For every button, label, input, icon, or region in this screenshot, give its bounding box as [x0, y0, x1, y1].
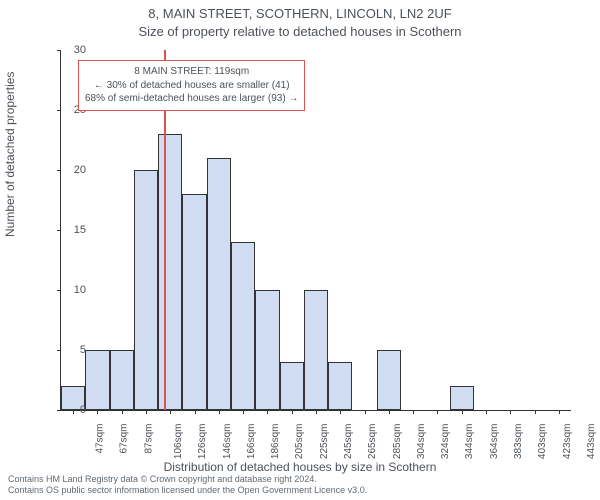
y-tick-label: 30 [74, 44, 86, 56]
y-tick-mark [57, 230, 61, 231]
x-tick-label: 47sqm [95, 424, 106, 454]
histogram-bar [158, 134, 182, 410]
x-tick-label: 126sqm [197, 424, 208, 460]
annotation-box: 8 MAIN STREET: 119sqm← 30% of detached h… [78, 60, 305, 111]
x-tick-mark [559, 410, 560, 414]
x-tick-label: 67sqm [119, 424, 130, 454]
x-tick-label: 245sqm [343, 424, 354, 460]
histogram-bar [377, 350, 401, 410]
x-tick-mark [122, 410, 123, 414]
y-tick-mark [57, 110, 61, 111]
histogram-bar [182, 194, 206, 410]
x-axis-label: Distribution of detached houses by size … [0, 460, 600, 474]
x-tick-label: 383sqm [513, 424, 524, 460]
x-tick-label: 285sqm [392, 424, 403, 460]
x-tick-label: 225sqm [319, 424, 330, 460]
x-tick-label: 186sqm [270, 424, 281, 460]
x-tick-mark [267, 410, 268, 414]
x-tick-mark [510, 410, 511, 414]
y-tick-label: 0 [80, 404, 86, 416]
histogram-bar [110, 350, 134, 410]
x-tick-mark [340, 410, 341, 414]
y-tick-label: 10 [74, 284, 86, 296]
x-tick-mark [292, 410, 293, 414]
x-tick-label: 146sqm [222, 424, 233, 460]
x-tick-label: 364sqm [489, 424, 500, 460]
x-tick-label: 304sqm [416, 424, 427, 460]
y-tick-label: 5 [80, 344, 86, 356]
y-tick-mark [57, 410, 61, 411]
y-tick-mark [57, 290, 61, 291]
histogram-bar [207, 158, 231, 410]
annotation-line: ← 30% of detached houses are smaller (41… [85, 79, 298, 93]
x-tick-label: 344sqm [465, 424, 476, 460]
x-tick-mark [219, 410, 220, 414]
chart-container: 8, MAIN STREET, SCOTHERN, LINCOLN, LN2 2… [0, 0, 600, 500]
y-tick-mark [57, 170, 61, 171]
x-tick-mark [170, 410, 171, 414]
x-tick-mark [389, 410, 390, 414]
x-tick-label: 265sqm [367, 424, 378, 460]
y-tick-label: 15 [74, 224, 86, 236]
x-tick-mark [195, 410, 196, 414]
histogram-bar [280, 362, 304, 410]
footer-attribution: Contains HM Land Registry data © Crown c… [8, 474, 367, 497]
footer-line-1: Contains HM Land Registry data © Crown c… [8, 474, 367, 485]
chart-title-sub: Size of property relative to detached ho… [0, 24, 600, 39]
histogram-bar [231, 242, 255, 410]
annotation-line: 8 MAIN STREET: 119sqm [85, 65, 298, 79]
histogram-bar [450, 386, 474, 410]
x-tick-mark [365, 410, 366, 414]
histogram-bar [134, 170, 158, 410]
y-tick-label: 20 [74, 164, 86, 176]
histogram-bar [255, 290, 279, 410]
y-axis-label: Number of detached properties [3, 72, 17, 237]
x-tick-label: 443sqm [586, 424, 597, 460]
x-tick-label: 423sqm [562, 424, 573, 460]
x-tick-label: 166sqm [246, 424, 257, 460]
x-tick-mark [146, 410, 147, 414]
x-tick-mark [535, 410, 536, 414]
x-tick-label: 403sqm [537, 424, 548, 460]
histogram-bar [328, 362, 352, 410]
x-tick-mark [413, 410, 414, 414]
x-tick-label: 106sqm [173, 424, 184, 460]
x-tick-label: 87sqm [143, 424, 154, 454]
footer-line-2: Contains OS public sector information li… [8, 485, 367, 496]
x-tick-mark [73, 410, 74, 414]
x-tick-label: 324sqm [440, 424, 451, 460]
annotation-line: 68% of semi-detached houses are larger (… [85, 92, 298, 106]
x-tick-mark [437, 410, 438, 414]
y-tick-mark [57, 50, 61, 51]
x-tick-mark [97, 410, 98, 414]
x-tick-mark [243, 410, 244, 414]
histogram-bar [85, 350, 109, 410]
x-tick-mark [316, 410, 317, 414]
x-tick-mark [462, 410, 463, 414]
x-tick-label: 205sqm [295, 424, 306, 460]
chart-title-main: 8, MAIN STREET, SCOTHERN, LINCOLN, LN2 2… [0, 6, 600, 21]
histogram-bar [304, 290, 328, 410]
x-tick-mark [486, 410, 487, 414]
y-tick-mark [57, 350, 61, 351]
